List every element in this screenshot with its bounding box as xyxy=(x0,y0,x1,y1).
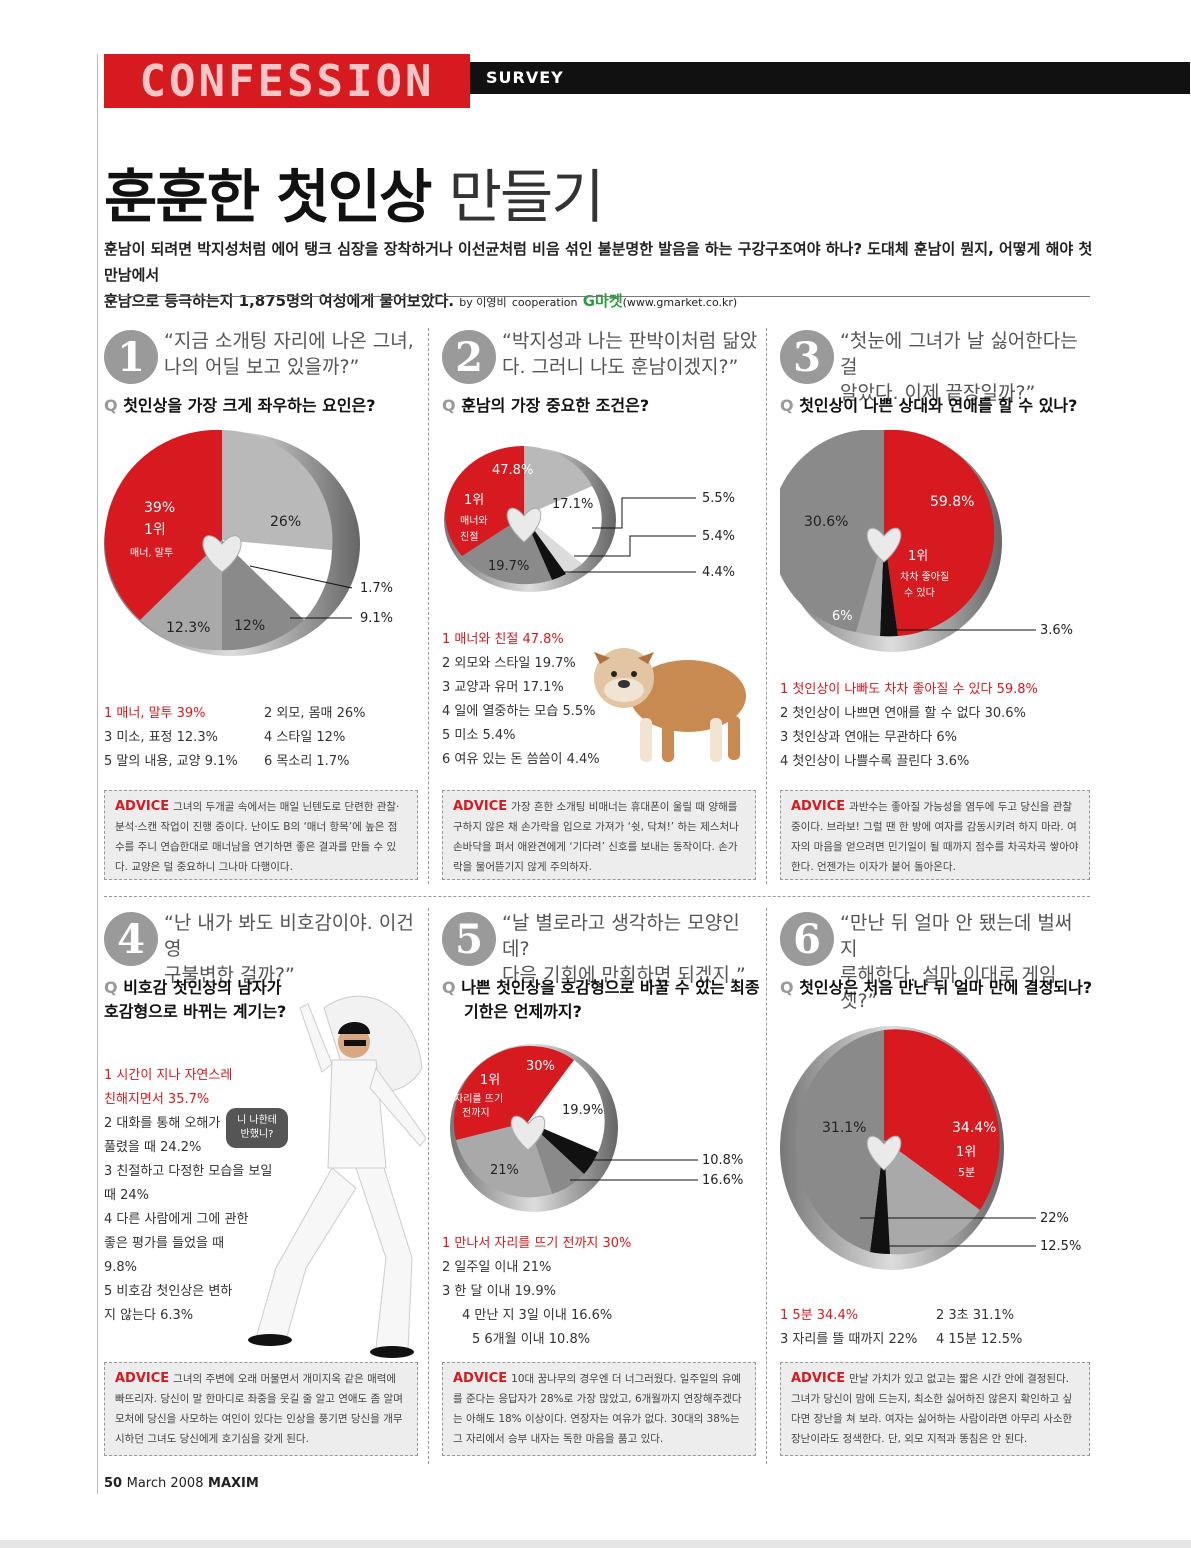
svg-text:1위: 1위 xyxy=(144,522,166,538)
svg-text:5분: 5분 xyxy=(958,1166,975,1179)
section-quote: “첫눈에 그녀가 날 싫어한다는 걸 알았다. 이제 끝장일까?” xyxy=(840,330,1078,404)
result-list: 1 시간이 지나 자연스레 친해지면서 35.7% 2 대화를 통해 오해가 풀… xyxy=(104,1068,273,1323)
section-quote: “만난 뒤 얼마 안 됐는데 벌써 지 루해한다. 설마 이대로 게임 셋?” xyxy=(840,912,1073,1012)
svg-text:1.7%: 1.7% xyxy=(360,581,393,596)
svg-text:1위: 1위 xyxy=(956,1145,976,1160)
intro-rule xyxy=(104,296,1090,297)
section-question: Q 첫인상은 처음 만난 뒤 얼마 만에 결정되나? xyxy=(780,978,1093,997)
svg-text:31.1%: 31.1% xyxy=(822,1120,866,1136)
heart-icon xyxy=(506,507,542,543)
pie-chart-1: 39% 1위 매너, 말투 26% 12.3% 12% 1.7% 9.1% xyxy=(104,430,393,656)
advice-box: ADVICE 그녀의 두개골 속에서는 매일 닌텐도로 단련한 관찰·분석·스캔 … xyxy=(104,790,418,880)
result-list: 1 매너와 친절 47.8% 2 외모와 스타일 19.7% 3 교양과 유머 … xyxy=(442,632,600,767)
heart-icon xyxy=(510,1115,546,1151)
svg-text:12.5%: 12.5% xyxy=(1040,1239,1081,1254)
svg-text:9.1%: 9.1% xyxy=(360,611,393,626)
confession-logo: CONFESSION xyxy=(104,54,470,108)
section-number: 4 xyxy=(104,912,158,966)
section-number: 3 xyxy=(780,330,834,384)
section-label: SURVEY xyxy=(486,68,564,87)
section-question: Q 첫인상이 나쁜 상대와 연애를 할 수 있나? xyxy=(780,396,1078,415)
svg-text:차차 좋아질: 차차 좋아질 xyxy=(900,571,949,583)
svg-text:5.5%: 5.5% xyxy=(702,491,735,506)
section-question: Q 훈남의 가장 중요한 조건은? xyxy=(442,396,650,415)
section-number: 2 xyxy=(442,330,496,384)
speech-bubble: 니 나한테 반했니? xyxy=(226,1108,288,1148)
svg-text:30%: 30% xyxy=(526,1059,555,1074)
svg-text:17.1%: 17.1% xyxy=(552,497,593,512)
section-question: Q 비호감 첫인상의 남자가 호감형으로 바뀌는 계기는? xyxy=(104,978,287,1021)
svg-text:10.8%: 10.8% xyxy=(702,1153,743,1168)
section-bar: SURVEY xyxy=(470,62,1190,94)
svg-text:12%: 12% xyxy=(234,618,265,634)
svg-text:39%: 39% xyxy=(144,500,175,516)
section-quote: “지금 소개팅 자리에 나온 그녀, 나의 어딜 보고 있을까?” xyxy=(164,330,414,378)
svg-text:수 있다: 수 있다 xyxy=(904,587,935,599)
svg-text:59.8%: 59.8% xyxy=(930,494,974,510)
intro-text: 훈남이 되려면 박지성처럼 에어 탱크 심장을 장착하거나 이선균처럼 비음 섞… xyxy=(104,240,1093,310)
svg-text:19.7%: 19.7% xyxy=(488,559,529,574)
divider xyxy=(104,896,1090,897)
svg-text:매너, 말투: 매너, 말투 xyxy=(130,547,173,559)
divider xyxy=(428,908,429,1464)
section-quote: “날 별로라고 생각하는 모양인데? 다음 기회에 만회하면 되겠지.” xyxy=(502,912,746,986)
svg-text:1위: 1위 xyxy=(464,493,484,508)
result-list: 1 매너, 말투 39% 2 외모, 몸매 26% 3 미소, 표정 12.3% 4… xyxy=(104,706,366,769)
dog-photo xyxy=(594,648,746,762)
result-list: 1 5분 34.4% 2 3초 31.1% 3 자리를 뜰 때까지 22% 4 15… xyxy=(780,1308,1023,1347)
svg-text:자리를 뜨기: 자리를 뜨기 xyxy=(454,1093,503,1105)
left-margin-rule xyxy=(97,54,98,1494)
svg-text:16.6%: 16.6% xyxy=(702,1173,743,1188)
bottom-strip xyxy=(0,1540,1191,1548)
svg-text:1위: 1위 xyxy=(908,549,928,564)
advice-box: ADVICE 그녀의 주변에 오래 머물면서 개미지옥 같은 매력에 빠뜨리자. … xyxy=(104,1362,418,1456)
divider xyxy=(766,908,767,1464)
section-quote: “박지성과 나는 판박이처럼 닮았 다. 그러니 나도 훈남이겠지?” xyxy=(502,330,758,378)
pie-chart-2: 47.8% 1위 매너와 친절 17.1% 19.7% 5.5% 5.4% 4.… xyxy=(444,446,735,592)
section-number: 6 xyxy=(780,912,834,966)
pie-chart-6: 34.4% 1위 5분 31.1% 22% 12.5% xyxy=(780,1026,1081,1270)
svg-text:21%: 21% xyxy=(490,1163,519,1178)
advice-box: ADVICE 가장 흔한 소개팅 비매너는 휴대폰이 울릴 때 양해를 구하지 않… xyxy=(442,790,756,880)
section-number: 5 xyxy=(442,912,496,966)
svg-text:12.3%: 12.3% xyxy=(166,620,210,636)
svg-text:3.6%: 3.6% xyxy=(1040,623,1073,638)
page-title: 훈훈한 첫인상 만들기 xyxy=(104,163,605,231)
svg-text:34.4%: 34.4% xyxy=(952,1120,996,1136)
pie-chart-3: 59.8% 1위 차차 좋아질 수 있다 30.6% 6% 3.6% xyxy=(780,430,1073,652)
heart-icon xyxy=(202,535,242,573)
result-list: 1 만나서 자리를 뜨기 전까지 30% 2 일주일 이내 21% 3 한 달 … xyxy=(442,1236,632,1347)
divider xyxy=(766,328,767,884)
svg-text:19.9%: 19.9% xyxy=(562,1103,603,1118)
svg-text:5.4%: 5.4% xyxy=(702,529,735,544)
advice-box: ADVICE 10대 꿈나무의 경우엔 더 너그러웠다. 일주일의 유예를 준다는… xyxy=(442,1362,756,1456)
svg-text:1위: 1위 xyxy=(480,1073,500,1088)
svg-text:30.6%: 30.6% xyxy=(804,514,848,530)
svg-text:매너와: 매너와 xyxy=(460,515,488,527)
section-quote: “난 내가 봐도 비호감이야. 이건 영 구불변한 걸까?” xyxy=(164,912,414,986)
svg-text:26%: 26% xyxy=(270,514,301,530)
svg-text:22%: 22% xyxy=(1040,1211,1069,1226)
result-list: 1 첫인상이 나빠도 차차 좋아질 수 있다 59.8% 2 첫인상이 나쁘면 … xyxy=(780,682,1038,769)
svg-text:친절: 친절 xyxy=(460,530,478,543)
heart-icon xyxy=(866,527,902,563)
svg-text:전까지: 전까지 xyxy=(462,1107,490,1119)
svg-text:47.8%: 47.8% xyxy=(492,463,533,478)
svg-text:4.4%: 4.4% xyxy=(702,565,735,580)
svg-text:6%: 6% xyxy=(832,609,853,624)
section-question: Q 나쁜 첫인상을 호감형으로 바꿀 수 있는 최종 기한은 언제까지? xyxy=(442,978,760,1021)
gmarket-logo: G마켓 xyxy=(582,292,623,310)
pie-chart-5: 30% 1위 자리를 뜨기 전까지 19.9% 21% 10.8% 16.6% xyxy=(450,1044,743,1212)
section-number: 1 xyxy=(104,330,158,384)
divider xyxy=(428,328,429,884)
page-footer: 50 March 2008 MAXIM xyxy=(104,1476,259,1491)
heart-icon xyxy=(866,1135,902,1171)
advice-box: ADVICE 만날 가치가 있고 없고는 짧은 시간 안에 결정된다. 그녀가 당… xyxy=(780,1362,1090,1456)
dancer-photo xyxy=(248,995,427,1358)
advice-box: ADVICE 과반수는 좋아질 가능성을 염두에 두고 당신을 관찰 중이다. 브… xyxy=(780,790,1090,880)
section-question: Q 첫인상을 가장 크게 좌우하는 요인은? xyxy=(104,396,376,415)
